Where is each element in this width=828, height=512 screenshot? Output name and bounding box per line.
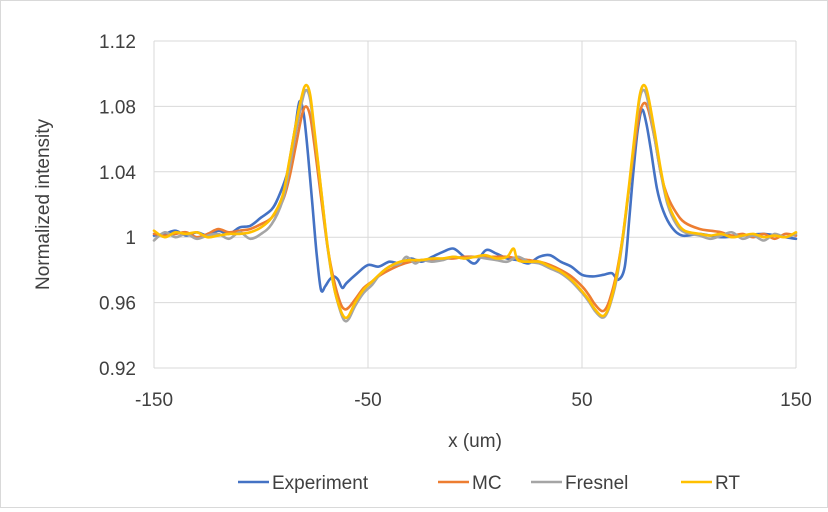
y-tick-labels: 0.92 0.96 1 1.04 1.08 1.12 xyxy=(99,32,136,380)
x-tick-label: -50 xyxy=(354,390,381,411)
series-line-experiment xyxy=(152,99,798,293)
x-axis-title: x (um) xyxy=(448,431,502,452)
y-axis-title: Normalized intensity xyxy=(33,118,54,290)
y-tick-label: 1 xyxy=(125,228,136,249)
legend: Experiment MC Fresnel RT xyxy=(238,473,740,494)
legend-label-experiment: Experiment xyxy=(272,473,369,494)
legend-label-fresnel: Fresnel xyxy=(565,473,628,494)
x-tick-label: 150 xyxy=(780,390,812,411)
series-line-rt xyxy=(152,83,798,320)
y-tick-label: 0.96 xyxy=(99,294,136,315)
y-tick-label: 1.08 xyxy=(99,97,136,118)
series-line-mc xyxy=(152,101,798,313)
legend-label-mc: MC xyxy=(472,473,502,494)
y-tick-label: 0.92 xyxy=(99,359,136,380)
series-line-fresnel xyxy=(152,88,798,323)
series-lines xyxy=(152,83,798,323)
x-tick-label: 50 xyxy=(571,390,592,411)
y-tick-label: 1.12 xyxy=(99,32,136,53)
y-tick-label: 1.04 xyxy=(99,163,136,184)
x-tick-label: -150 xyxy=(135,390,173,411)
legend-label-rt: RT xyxy=(715,473,740,494)
x-tick-labels: -150 -50 50 150 xyxy=(135,390,812,411)
gridlines xyxy=(153,40,797,369)
